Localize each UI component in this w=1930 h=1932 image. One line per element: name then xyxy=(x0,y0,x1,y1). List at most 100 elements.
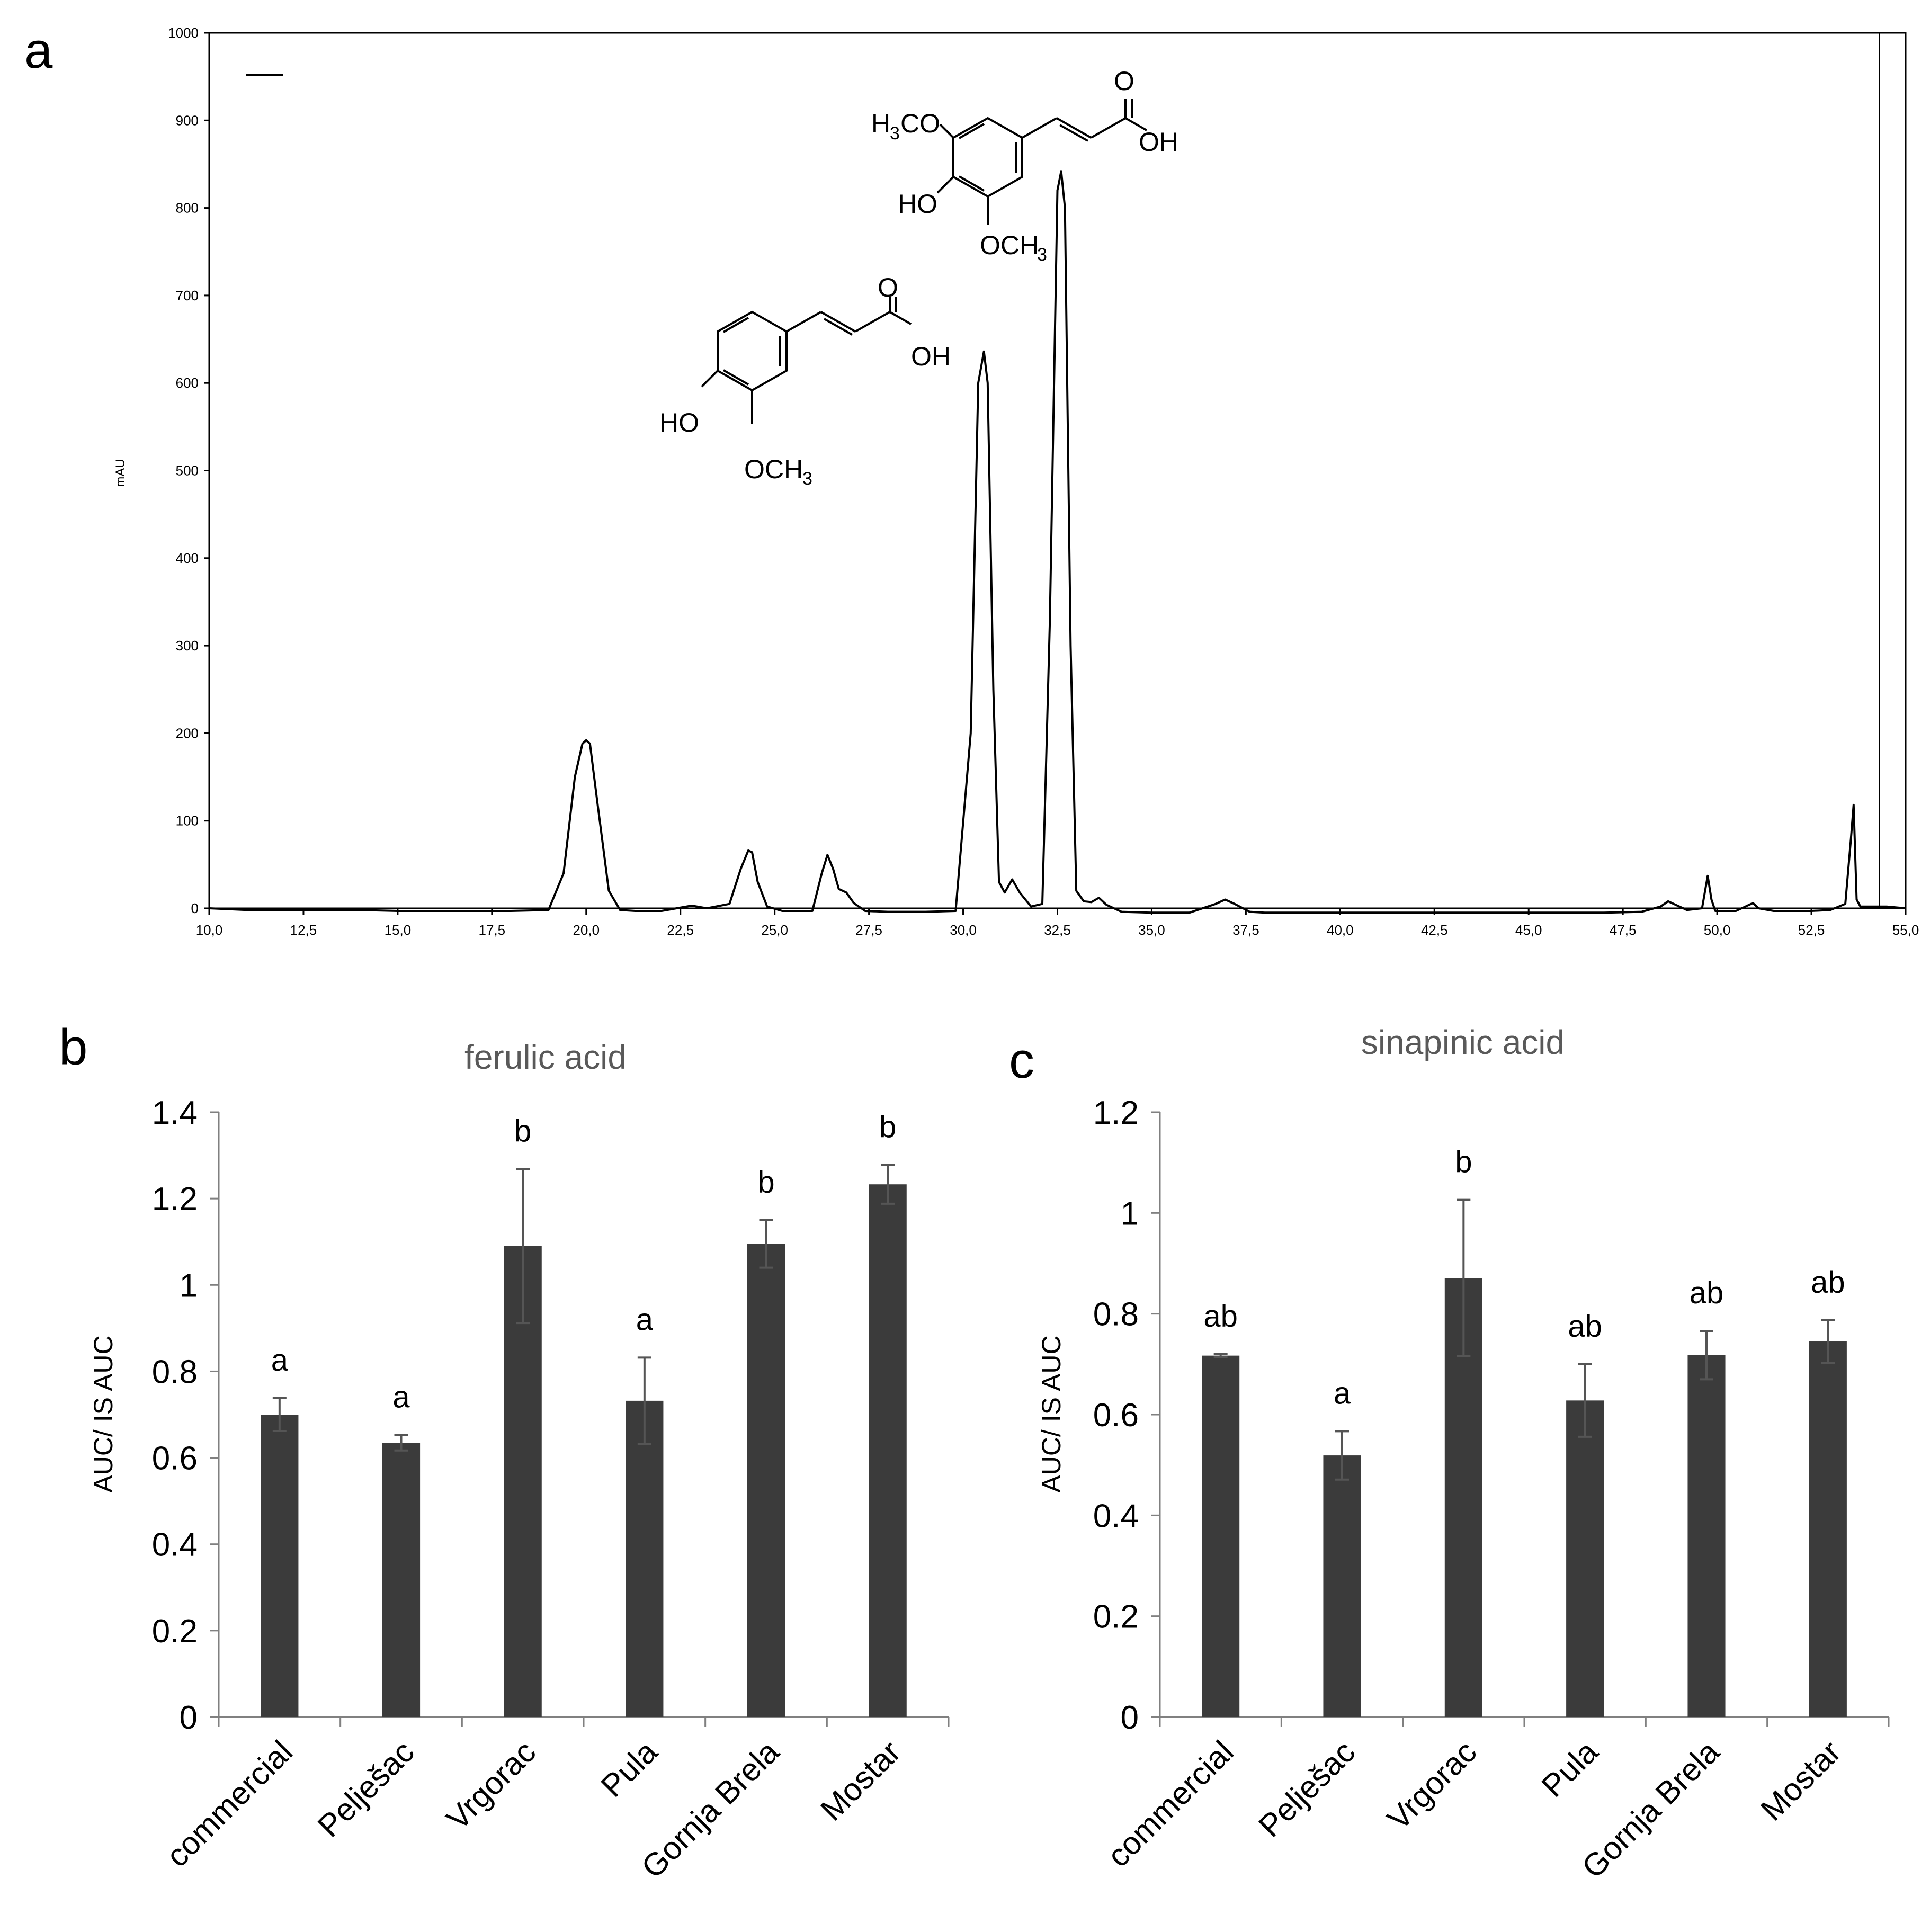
sinapinic-co-label: CO xyxy=(900,109,940,138)
chromatogram-y-tick-label: 400 xyxy=(176,550,199,566)
chromatogram-plot-frame xyxy=(208,32,1907,909)
ferulic-category-label: Vrgorac xyxy=(440,1734,542,1837)
ferulic-category-label: Pula xyxy=(594,1733,665,1804)
sinapinic-och-label: OCH xyxy=(980,230,1039,260)
sinapinic-acid-chart: sinapinic acid AUC/ IS AUC 0 0.2 0.4 0.6 0.8… xyxy=(1037,1023,1890,1885)
ferulic-chart-title: ferulic acid xyxy=(464,1038,627,1076)
chromatogram-y-tick-label: 100 xyxy=(176,813,199,829)
chromatogram-y-tick-label: 900 xyxy=(176,112,199,128)
chromatogram-y-tick-label: 200 xyxy=(176,725,199,741)
chromatogram-x-tick-label: 47,5 xyxy=(1610,922,1637,938)
sinapinic-bar xyxy=(1566,1400,1604,1717)
ferulic-y-tick-label: 1.2 xyxy=(152,1181,198,1218)
ferulic-oh-label: OH xyxy=(911,342,951,371)
ferulic-bar xyxy=(869,1184,907,1717)
panel-label-a: a xyxy=(24,22,53,79)
chromatogram-x-tick-label: 45,0 xyxy=(1515,922,1542,938)
chromatogram-y-tick-label: 300 xyxy=(176,638,199,654)
chromatogram-y-ticks: 0 100 200 300 400 500 600 700 800 900 1000 xyxy=(168,25,209,916)
sinapinic-h-label: H xyxy=(871,109,890,138)
sinapinic-significance-letter: ab xyxy=(1203,1299,1238,1334)
ferulic-significance-letter: a xyxy=(636,1302,654,1337)
ferulic-carbonyl-o-label: O xyxy=(878,273,898,302)
sinapinic-y-tick-label: 1.2 xyxy=(1093,1095,1139,1131)
sinapinic-bar xyxy=(1202,1355,1240,1717)
sinapinic-bar xyxy=(1323,1455,1361,1717)
ferulic-y-tick-label: 1.4 xyxy=(152,1095,198,1131)
chromatogram-x-tick-label: 40,0 xyxy=(1327,922,1354,938)
chromatogram-trace xyxy=(209,170,1906,914)
sinapinic-y-axis-label: AUC/ IS AUC xyxy=(1037,1335,1066,1492)
chromatogram-x-tick-label: 50,0 xyxy=(1704,922,1731,938)
sinapinic-y-tick-label: 0.6 xyxy=(1093,1397,1139,1434)
chromatogram-x-tick-label: 52,5 xyxy=(1798,922,1825,938)
ferulic-bar xyxy=(382,1443,421,1717)
chromatogram-x-tick-label: 15,0 xyxy=(385,922,412,938)
ferulic-significance-letter: a xyxy=(271,1343,289,1378)
ferulic-category-label: commercial xyxy=(159,1734,299,1874)
ferulic-acid-chart: ferulic acid AUC/ IS AUC 0 0.2 0.4 0.6 0.8 1 1… xyxy=(88,1038,950,1885)
chromatogram-x-tick-label: 20,0 xyxy=(573,922,600,938)
ferulic-ho-label: HO xyxy=(659,408,699,437)
sinapinic-och3-subscript: 3 xyxy=(1037,245,1047,265)
sinapinic-significance-letter: ab xyxy=(1568,1309,1602,1344)
sinapinic-h3-subscript: 3 xyxy=(890,123,900,144)
chromatogram-y-tick-label: 600 xyxy=(176,375,199,391)
sinapinic-acid-labels: H 3 CO HO OCH 3 O OH xyxy=(871,66,1178,265)
ferulic-bar xyxy=(747,1244,785,1717)
chromatogram-x-tick-label: 42,5 xyxy=(1421,922,1448,938)
sinapinic-carbonyl-o-label: O xyxy=(1114,66,1134,96)
ferulic-significance-letter: b xyxy=(757,1165,774,1200)
panel-label-c: c xyxy=(1009,1032,1034,1089)
sinapinic-oh-label: OH xyxy=(1139,127,1178,157)
chromatogram-x-tick-label: 22,5 xyxy=(667,922,694,938)
sinapinic-y-tick-label: 0 xyxy=(1121,1700,1139,1736)
ferulic-significance-letter: b xyxy=(879,1110,896,1144)
chromatogram-y-tick-label: 0 xyxy=(191,900,199,916)
sinapinic-category-label: commercial xyxy=(1101,1734,1240,1874)
ferulic-och3-subscript: 3 xyxy=(802,469,812,489)
chromatogram-x-tick-label: 35,0 xyxy=(1138,922,1165,938)
chromatogram-x-tick-label: 12,5 xyxy=(290,922,317,938)
sinapinic-y-tick-label: 0.8 xyxy=(1093,1296,1139,1333)
chromatogram-y-tick-label: 800 xyxy=(176,200,199,216)
sinapinic-acid-structure xyxy=(936,99,1147,225)
sinapinic-significance-letter: a xyxy=(1334,1376,1351,1410)
ferulic-och-label: OCH xyxy=(744,454,803,484)
ferulic-acid-structure xyxy=(701,297,912,424)
ferulic-bar xyxy=(504,1246,542,1717)
chromatogram-x-tick-label: 27,5 xyxy=(855,922,882,938)
chromatogram-y-tick-label: 700 xyxy=(176,288,199,303)
ferulic-y-tick-label: 0 xyxy=(180,1700,198,1736)
ferulic-bar xyxy=(626,1400,664,1717)
sinapinic-significance-letter: b xyxy=(1455,1145,1472,1179)
ferulic-category-label: Mostar xyxy=(814,1734,907,1828)
chromatogram-x-tick-label: 32,5 xyxy=(1044,922,1071,938)
sinapinic-y-tick-label: 1 xyxy=(1121,1195,1139,1232)
chromatogram-x-ticks: 10,0 12,5 15,0 17,5 20,0 22,5 25,0 27,5 30,0 32,5… xyxy=(196,908,1919,938)
sinapinic-ho-label: HO xyxy=(898,189,937,219)
sinapinic-category-label: Pula xyxy=(1535,1733,1605,1804)
ferulic-acid-labels: HO OCH 3 O OH xyxy=(659,273,951,489)
sinapinic-category-label: Pelješac xyxy=(1252,1734,1362,1844)
chromatogram-x-tick-label: 10,0 xyxy=(196,922,223,938)
ferulic-significance-letter: a xyxy=(392,1380,410,1414)
sinapinic-y-tick-label: 0.4 xyxy=(1093,1498,1139,1534)
panel-label-b: b xyxy=(59,1019,87,1076)
sinapinic-bar xyxy=(1809,1341,1847,1717)
ferulic-significance-letter: b xyxy=(514,1114,531,1149)
ferulic-category-label: Pelješac xyxy=(311,1734,421,1844)
ferulic-bar xyxy=(261,1415,299,1717)
chromatogram-x-tick-label: 55,0 xyxy=(1892,922,1919,938)
sinapinic-significance-letter: ab xyxy=(1811,1265,1845,1300)
chromatogram-y-tick-label: 1000 xyxy=(168,25,199,41)
ferulic-y-tick-label: 1 xyxy=(180,1267,198,1304)
ferulic-y-tick-label: 0.8 xyxy=(152,1354,198,1390)
sinapinic-significance-letter: ab xyxy=(1690,1276,1724,1310)
sinapinic-bar xyxy=(1687,1355,1726,1717)
chromatogram-x-tick-label: 17,5 xyxy=(479,922,506,938)
chromatogram-x-tick-label: 30,0 xyxy=(950,922,977,938)
ferulic-y-tick-label: 0.4 xyxy=(152,1527,198,1563)
chromatogram-x-tick-label: 37,5 xyxy=(1232,922,1259,938)
